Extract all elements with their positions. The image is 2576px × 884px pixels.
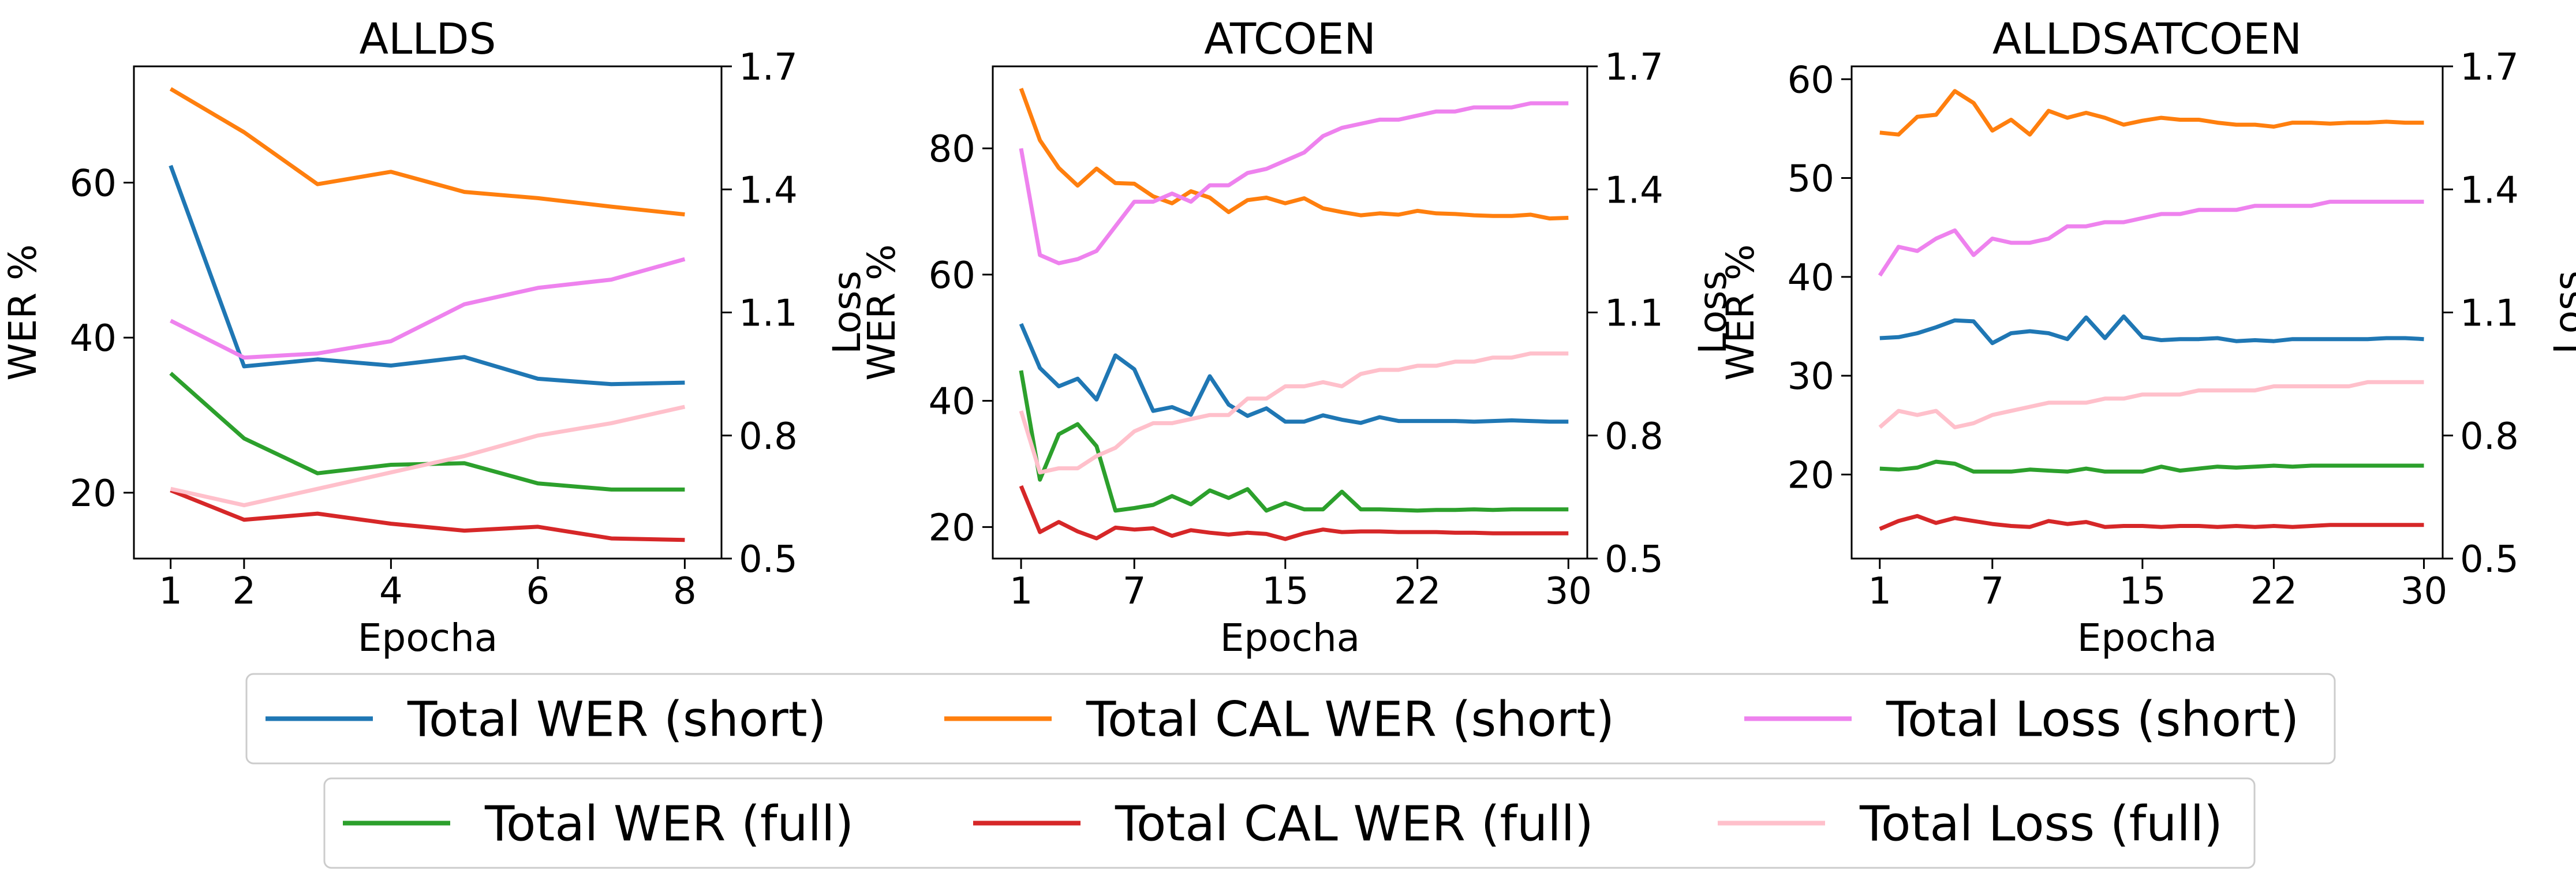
series-line (170, 404, 686, 508)
legend-label: Total Loss (short) (1886, 691, 2299, 748)
y-tick-label: 60 (929, 254, 975, 297)
legend-row2: Total WER (full) Total CAL WER (full) Tota… (323, 777, 2256, 869)
series-line (169, 87, 685, 217)
y2-tick-label: 0.5 (1605, 538, 1663, 581)
y-tick-label: 40 (70, 317, 117, 360)
y2-axis-label: Loss (2546, 271, 2576, 354)
y-tick-label: 80 (929, 128, 975, 171)
y-tick-label: 60 (1788, 59, 1834, 102)
x-tick-label: 1 (159, 570, 182, 613)
y2-tick-label: 0.5 (739, 538, 798, 581)
y2-tick-label: 1.4 (1605, 169, 1663, 212)
y2-tick-label: 0.8 (739, 415, 798, 458)
series-line (170, 488, 685, 542)
x-tick-label: 4 (379, 570, 403, 613)
y2-tick-label: 0.8 (2460, 415, 2519, 458)
legend-box (245, 673, 2336, 765)
x-tick-label: 22 (1394, 570, 1441, 613)
series-line (169, 372, 685, 492)
x-tick-label: 15 (1262, 570, 1308, 613)
y-tick-label: 20 (70, 473, 117, 515)
chart-panel-1: 1 7 15 22 30 20 40 60 80 0.5 0.8 1.1 1.4 1.7 ATCOEN Epo… (859, 14, 1735, 660)
y2-tick-label: 1.4 (2460, 169, 2519, 212)
y2-tick-label: 1.7 (2460, 46, 2519, 89)
x-axis-label: Epocha (358, 616, 498, 660)
series-line (1879, 89, 2424, 137)
chart-title: ALLDS (359, 14, 496, 64)
y2-tick-label: 1.1 (1605, 293, 1663, 335)
legend-label: Total WER (short) (407, 691, 826, 748)
legend-label: Total CAL WER (short) (1086, 691, 1614, 748)
legend-box (323, 777, 2256, 869)
chart-title: ALLDSATCOEN (1992, 14, 2302, 64)
plot-frame (992, 65, 1588, 560)
y2-tick-label: 1.1 (739, 293, 798, 335)
legend-label: Total Loss (full) (1859, 796, 2223, 852)
x-tick-label: 8 (673, 570, 697, 613)
x-tick-label: 30 (2401, 570, 2447, 613)
series-line (1019, 370, 1569, 513)
y2-tick-label: 0.5 (2460, 538, 2519, 581)
y-tick-label: 40 (1788, 257, 1834, 299)
y-axis-label: WER % (1, 244, 45, 381)
x-axis-label: Epocha (2077, 616, 2218, 660)
y-tick-label: 40 (929, 381, 975, 424)
x-tick-label: 6 (526, 570, 550, 613)
legend-row1: Total WER (short) Total CAL WER (short) To… (245, 673, 2336, 765)
series-line (1878, 200, 2424, 277)
series-line (1878, 380, 2424, 429)
series-line (1019, 323, 1569, 425)
y-axis-label: WER % (1718, 244, 1763, 381)
y-tick-label: 20 (1788, 454, 1834, 497)
y2-axis-label: Loss (1691, 271, 1735, 354)
chart-title: ATCOEN (1204, 14, 1376, 64)
x-tick-label: 1 (1868, 570, 1891, 613)
x-tick-label: 1 (1010, 570, 1033, 613)
legend-label: Total CAL WER (full) (1115, 796, 1594, 852)
series-line (1879, 459, 2424, 474)
y2-axis-label: Loss (825, 271, 869, 354)
y-tick-label: 30 (1788, 355, 1834, 398)
y2-tick-label: 1.7 (1605, 46, 1663, 89)
x-tick-label: 15 (2119, 570, 2166, 613)
y-axis-label: WER % (859, 244, 904, 381)
y-tick-label: 60 (70, 162, 117, 205)
series-line (170, 257, 686, 360)
y2-tick-label: 1.4 (739, 169, 798, 212)
series-line (1019, 88, 1569, 221)
x-tick-label: 7 (1980, 570, 2004, 613)
plot-frame (1850, 65, 2444, 560)
plot-frame (133, 65, 723, 560)
series-line (1019, 485, 1569, 541)
chart-panel-0: 1 2 4 6 8 20 40 60 0.5 0.8 1.1 1.4 1.7 ALLDS Epocha WER… (1, 14, 869, 660)
y2-tick-label: 0.8 (1605, 415, 1663, 458)
x-tick-label: 30 (1545, 570, 1592, 613)
x-axis-label: Epocha (1220, 616, 1360, 660)
y2-tick-label: 1.7 (739, 46, 798, 89)
chart-panel-2: 1 7 15 22 30 20 30 40 50 60 0.5 0.8 1.1 1.4 1.7 ALLDSAT… (1718, 14, 2576, 660)
series-line (1019, 351, 1569, 475)
x-tick-label: 22 (2250, 570, 2297, 613)
y-tick-label: 50 (1788, 158, 1834, 201)
x-tick-label: 7 (1123, 570, 1146, 613)
series-line (169, 164, 685, 387)
series-line (1879, 514, 2424, 531)
series-line (1879, 314, 2424, 346)
x-tick-label: 2 (233, 570, 256, 613)
legend-label: Total WER (full) (484, 796, 854, 852)
series-line (1019, 101, 1569, 265)
y2-tick-label: 1.1 (2460, 293, 2519, 335)
y-tick-label: 20 (929, 507, 975, 549)
